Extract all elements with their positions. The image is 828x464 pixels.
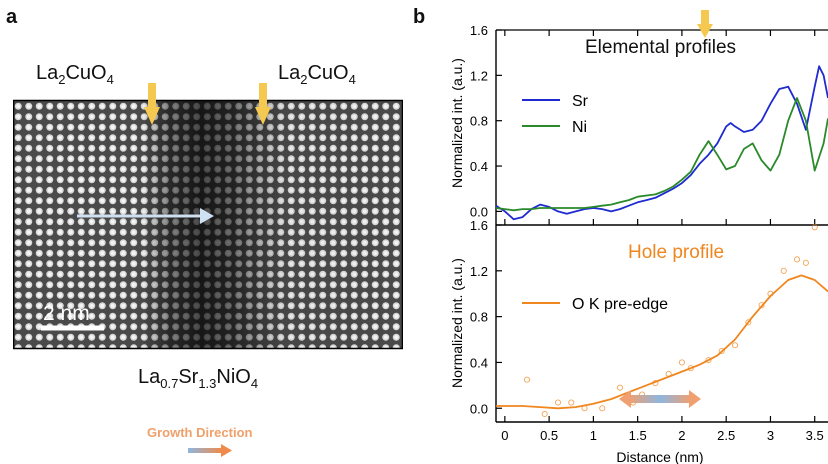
scatter-point [767, 290, 774, 297]
y-tick-label: 0.4 [470, 355, 488, 370]
x-tick-label: 3 [767, 428, 774, 443]
interface-arrow-right-icon [255, 83, 271, 125]
label-la2cuo4-left: La2CuO4 [36, 62, 114, 87]
y-tick-label: 0.8 [470, 114, 488, 129]
y-tick-label: 0.0 [470, 204, 488, 219]
panel-a-letter: a [6, 6, 18, 28]
scatter-point [802, 259, 809, 266]
scatter-point [568, 399, 575, 406]
scatter-point [687, 365, 694, 372]
scatter-point [581, 405, 588, 412]
scatter-point [616, 384, 623, 391]
series-line-o-k-pre-edge [496, 274, 828, 410]
legend-entry: Sr [572, 93, 589, 110]
x-tick-label: 2 [678, 428, 685, 443]
chart-title: Hole profile [628, 242, 724, 263]
x-tick-label: 1 [590, 428, 597, 443]
stem-image-panel: 2 nm [13, 83, 403, 350]
scatter-point [678, 359, 685, 366]
legend-entry: O K pre-edge [572, 296, 668, 313]
scatter-point [541, 410, 548, 418]
nickelate-dark-band [13, 100, 403, 349]
y-tick-label: 1.6 [470, 23, 488, 38]
x-tick-label: 2.5 [717, 428, 735, 443]
scatter-point [554, 399, 562, 406]
interface-arrow-left-icon [144, 83, 160, 125]
label-nickelate: La0.7Sr1.3NiO4 [138, 366, 259, 391]
y-axis-label: Normalized int. (a.u.) [449, 58, 465, 188]
x-tick-label: 3.5 [806, 428, 824, 443]
series-line-ni [495, 97, 828, 212]
elemental-profiles-chart: 0.0 0.4 0.8 1.2 1.6 Normalized int. (a.u.) Ele… [449, 23, 828, 226]
hole-range-arrow-icon [619, 390, 701, 408]
panel-b-letter: b [413, 6, 426, 28]
scatter-point [599, 405, 606, 412]
scatter-point [780, 267, 787, 274]
y-axis-label: Normalized int. (a.u.) [449, 258, 465, 388]
profile-direction-arrow-icon [77, 208, 214, 224]
scatter-point [705, 357, 712, 364]
scatter-point [811, 224, 818, 231]
scatter-point [523, 376, 531, 383]
series-line-sr [495, 65, 828, 221]
scatter-point [731, 342, 739, 349]
scatter-point [652, 380, 659, 387]
x-tick-label: 1.5 [629, 428, 647, 443]
y-tick-label: 0.8 [470, 310, 488, 325]
x-tick-label: 0 [501, 428, 508, 443]
hole-profile-chart: 0.0 0.4 0.8 1.2 1.6 0 0.5 1 1.5 2 2.5 3 3.5 Normalize… [449, 218, 828, 464]
y-tick-label: 0.0 [470, 401, 488, 416]
y-tick-label: 1.6 [470, 218, 488, 233]
x-tick-label: 0.5 [540, 428, 558, 443]
y-tick-label: 1.2 [470, 264, 488, 279]
scatter-point [665, 370, 672, 377]
scatter-point [793, 256, 801, 263]
interface-arrow-top-icon [697, 10, 713, 38]
legend-entry: Ni [572, 119, 587, 136]
y-tick-label: 0.4 [470, 159, 488, 174]
growth-direction-label: Growth Direction [147, 425, 253, 440]
label-la2cuo4-right: La2CuO4 [278, 62, 356, 87]
chart-title: Elemental profiles [585, 37, 736, 58]
y-tick-label: 1.2 [470, 68, 488, 83]
x-axis-label: Distance (nm) [616, 449, 703, 464]
scatter-point [718, 347, 725, 355]
scale-bar-label: 2 nm [43, 302, 90, 325]
scatter-point [745, 319, 752, 326]
growth-direction-arrow-icon [188, 444, 232, 457]
scatter-point [758, 302, 765, 309]
profiles-chart: 0.0 0.4 0.8 1.2 1.6 Normalized int. (a.u.) Ele… [449, 10, 828, 464]
image-border [13, 99, 403, 350]
